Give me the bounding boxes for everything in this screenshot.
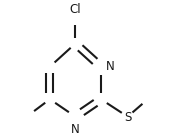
Text: S: S xyxy=(124,111,132,124)
Text: N: N xyxy=(70,123,79,136)
Text: N: N xyxy=(106,60,114,73)
Text: Cl: Cl xyxy=(70,3,81,16)
